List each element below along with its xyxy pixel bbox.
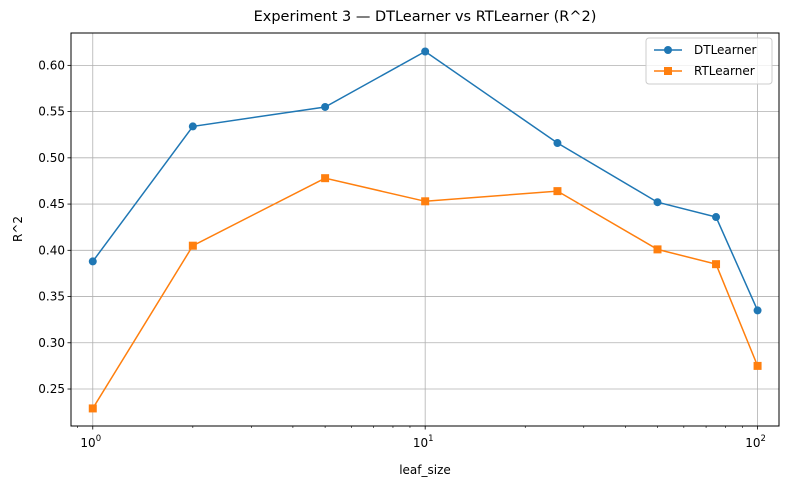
- data-point: [553, 187, 562, 196]
- series-group: [88, 47, 762, 413]
- data-point: [653, 245, 662, 254]
- data-point: [321, 174, 330, 183]
- data-point: [188, 241, 197, 250]
- plot-frame: [70, 32, 780, 427]
- data-point: [188, 122, 197, 131]
- y-axis-label: R^2: [11, 216, 25, 242]
- y-tick-label: 0.30: [38, 336, 65, 350]
- y-tick-label: 0.40: [38, 243, 65, 257]
- data-point: [421, 47, 430, 56]
- data-point: [712, 213, 721, 222]
- legend-marker: [664, 46, 672, 54]
- data-point: [712, 260, 721, 269]
- y-tick-label: 0.55: [38, 105, 65, 119]
- x-tick-label: 101: [413, 434, 434, 450]
- y-tick-label: 0.50: [38, 151, 65, 165]
- y-tick-label: 0.45: [38, 197, 65, 211]
- data-point: [88, 257, 97, 266]
- x-tick-label: 102: [745, 434, 766, 450]
- y-tick-label: 0.25: [38, 382, 65, 396]
- legend-marker: [664, 67, 672, 75]
- series-line-rtlearner: [92, 177, 759, 409]
- legend-label: RTLearner: [694, 64, 755, 78]
- data-point: [421, 197, 430, 206]
- legend: DTLearner RTLearner: [645, 37, 773, 85]
- legend-label: DTLearner: [694, 43, 756, 57]
- series-line-dtlearner: [92, 50, 759, 311]
- grid: [71, 33, 779, 426]
- data-point: [753, 361, 762, 370]
- y-tick-label: 0.60: [38, 58, 65, 72]
- data-point: [653, 198, 662, 207]
- data-point: [753, 306, 762, 315]
- y-tick-label: 0.35: [38, 290, 65, 304]
- x-axis-label: leaf_size: [399, 463, 451, 477]
- data-point: [321, 102, 330, 111]
- ticks: 0.25 0.30 0.35 0.40 0.45 0.50 0.55 0.60 100 101 10…: [38, 58, 766, 450]
- chart-title: Experiment 3 — DTLearner vs RTLearner (R…: [254, 9, 597, 25]
- x-tick-label: 100: [80, 434, 101, 450]
- data-point: [553, 139, 562, 148]
- data-point: [88, 404, 97, 413]
